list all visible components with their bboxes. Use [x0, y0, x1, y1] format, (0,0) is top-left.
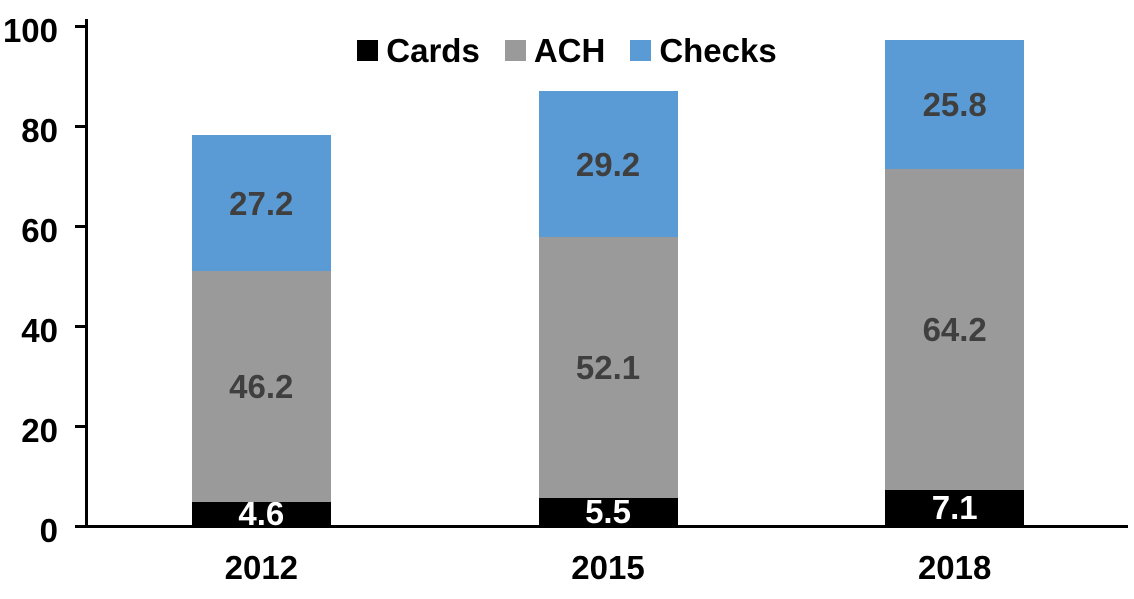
bar-segment-ach-2015: 52.1	[538, 237, 678, 498]
legend-swatch-icon	[630, 40, 652, 61]
y-axis-line	[85, 19, 88, 528]
data-label: 5.5	[585, 492, 631, 530]
bar-segment-cards-2015: 5.5	[538, 492, 678, 530]
legend-swatch-icon	[357, 40, 379, 61]
x-axis-line	[85, 525, 1128, 528]
bar-segment-cards-2018: 7.1	[885, 488, 1025, 526]
legend-item-checks: Checks	[630, 32, 777, 69]
y-tick-label: 100	[2, 12, 58, 49]
x-tick-label: 2015	[571, 549, 645, 586]
legend-swatch-icon	[504, 40, 526, 61]
y-axis-tick	[75, 125, 85, 128]
legend-item-cards: Cards	[357, 34, 480, 67]
bar-segment-ach-2012: 46.2	[191, 271, 331, 502]
data-label: 46.2	[229, 368, 294, 405]
legend-label: ACH	[533, 32, 606, 69]
bar-segment-checks-2015: 29.2	[538, 91, 678, 237]
data-label: 29.2	[575, 145, 641, 183]
y-axis-tick	[75, 525, 85, 528]
data-label: 27.2	[229, 184, 294, 222]
legend-label: Checks	[659, 32, 777, 69]
y-tick-label: 60	[21, 212, 58, 249]
x-tick-label: 2018	[917, 549, 992, 586]
y-tick-label: 20	[21, 412, 58, 449]
chart-legend: Cards ACH Checks	[0, 34, 1134, 67]
data-label: 64.2	[922, 310, 987, 348]
y-tick-label: 0	[39, 512, 58, 549]
data-label: 7.1	[931, 488, 978, 526]
legend-label: Cards	[386, 32, 480, 69]
bar-segment-checks-2018: 25.8	[885, 39, 1025, 169]
y-axis-tick	[75, 425, 85, 428]
data-label: 4.6	[238, 495, 285, 532]
bar-segment-ach-2018: 64.2	[885, 168, 1025, 490]
y-axis-tick	[75, 225, 85, 228]
x-tick-label: 2012	[224, 549, 299, 586]
y-tick-label: 80	[21, 112, 58, 149]
bar-segment-checks-2012: 27.2	[191, 135, 331, 271]
data-label: 25.8	[922, 85, 987, 123]
y-tick-label: 40	[21, 312, 58, 349]
data-label: 52.1	[575, 348, 641, 386]
bar-segment-cards-2012: 4.6	[191, 497, 331, 530]
y-axis-tick	[75, 325, 85, 328]
legend-item-ach: ACH	[504, 32, 606, 69]
y-axis-tick	[75, 25, 85, 28]
